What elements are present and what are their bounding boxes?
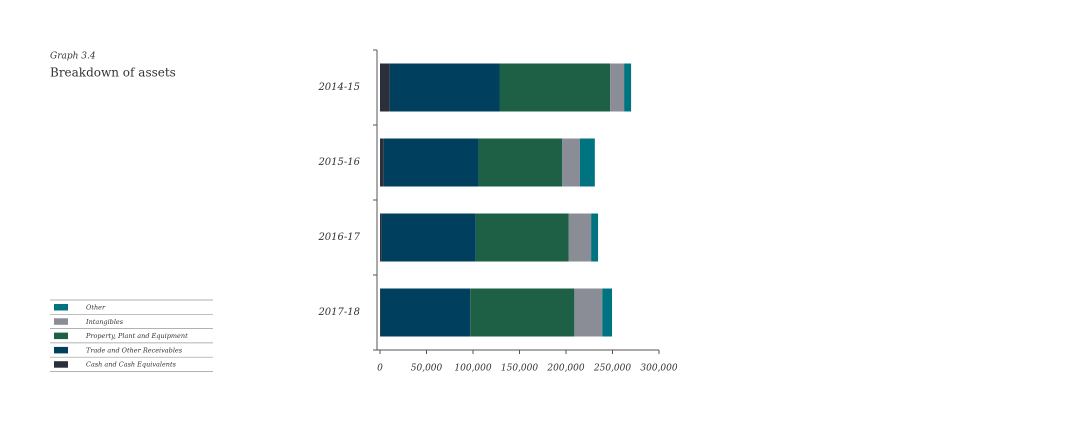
bar-segment xyxy=(574,288,603,337)
y-tick-label: 2015-16 xyxy=(317,157,360,168)
bar-segment xyxy=(568,213,592,262)
chart-title: Breakdown of assets xyxy=(50,66,176,80)
legend-label: Other xyxy=(86,304,106,312)
bar-segment xyxy=(579,138,595,187)
bar-segment xyxy=(380,288,381,337)
bar-segment xyxy=(380,213,382,262)
bar-segment xyxy=(380,288,471,337)
bar-segment xyxy=(499,63,611,112)
bar-segment xyxy=(478,138,563,187)
bar-segment xyxy=(383,138,479,187)
y-tick-label: 2017-18 xyxy=(317,307,360,318)
legend-swatch xyxy=(54,304,68,311)
legend-swatch xyxy=(54,318,68,325)
chart-subtitle: Graph 3.4 xyxy=(50,52,96,62)
bar-segment xyxy=(562,138,580,187)
bar-segment xyxy=(470,288,575,337)
bar-segment xyxy=(380,138,384,187)
x-tick-label: 300,000 xyxy=(640,364,677,374)
bar-segment xyxy=(624,63,632,112)
x-tick-label: 150,000 xyxy=(501,364,538,374)
x-tick-label: 0 xyxy=(377,364,383,374)
bar-segment xyxy=(380,63,390,112)
bar-segment xyxy=(389,63,500,112)
y-tick-label: 2014-15 xyxy=(317,82,360,93)
bar-segment xyxy=(475,213,569,262)
x-tick-label: 200,000 xyxy=(546,364,584,374)
y-tick-label: 2016-17 xyxy=(317,232,360,243)
legend-label: Cash and Cash Equivalents xyxy=(86,361,177,369)
legend-swatch xyxy=(54,332,68,340)
legend-swatch xyxy=(54,361,68,368)
x-tick-label: 100,000 xyxy=(454,364,491,374)
x-tick-label: 50,000 xyxy=(411,364,443,374)
x-tick-label: 250,000 xyxy=(593,364,631,374)
bar-segment xyxy=(602,288,613,337)
legend-label: Property, Plant and Equipment xyxy=(85,332,188,340)
legend-swatch xyxy=(54,346,68,354)
bar-segment xyxy=(381,213,476,262)
bar-segment xyxy=(610,63,625,112)
legend-label: Trade and Other Receivables xyxy=(86,346,183,354)
bar-segment xyxy=(591,213,599,262)
legend-label: Intangibles xyxy=(85,318,124,326)
